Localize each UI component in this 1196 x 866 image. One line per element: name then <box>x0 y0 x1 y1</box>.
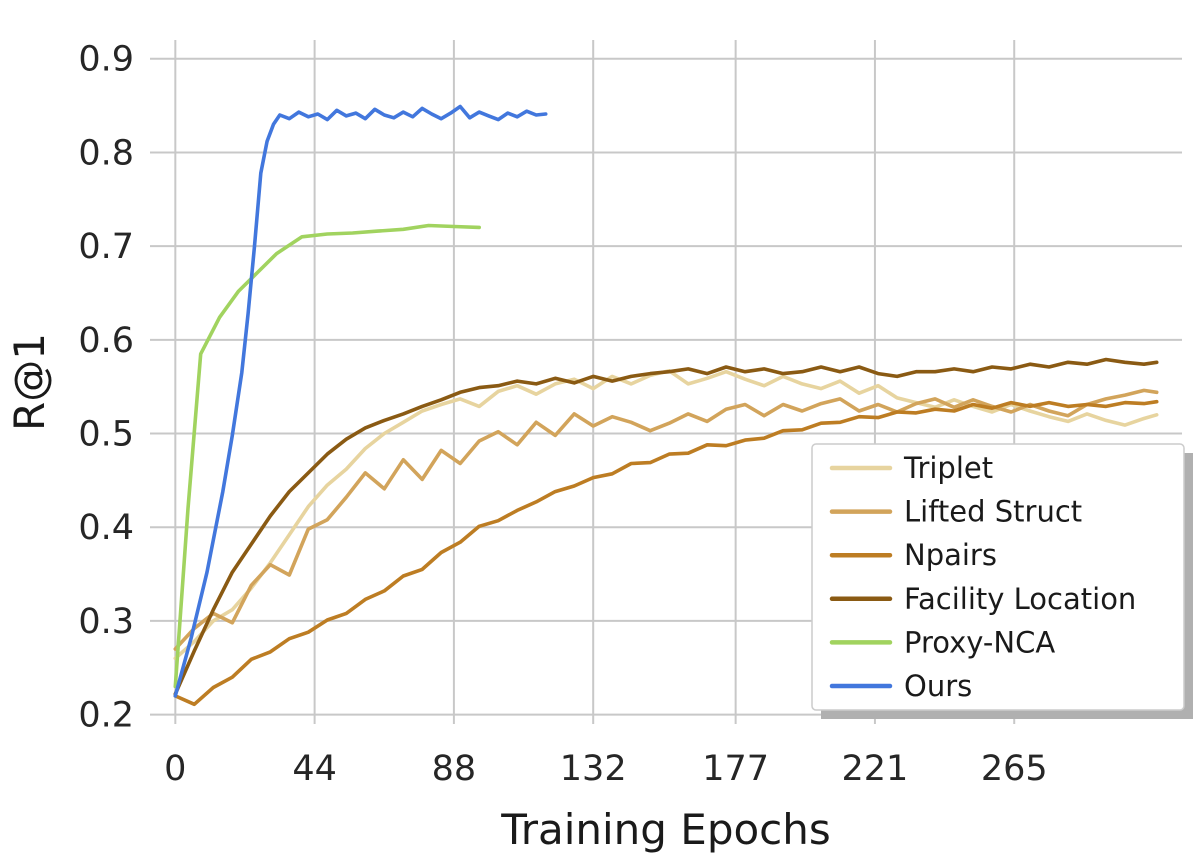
x-tick-label: 44 <box>292 749 337 789</box>
series-line-lifted-struct <box>173 388 1159 651</box>
y-tick-label: 0.6 <box>78 321 134 361</box>
x-tick-label: 0 <box>164 749 186 789</box>
legend-label-lifted-struct: Lifted Struct <box>904 495 1082 529</box>
series-line-proxy-nca <box>173 223 482 689</box>
y-tick-label: 0.7 <box>78 227 134 267</box>
x-tick-label: 221 <box>842 749 909 789</box>
legend-label-ours: Ours <box>904 669 972 703</box>
x-tick-label: 132 <box>560 749 627 789</box>
legend-label-facility-location: Facility Location <box>904 582 1136 616</box>
series-line-npairs <box>173 399 1159 707</box>
legend-label-proxy-nca: Proxy-NCA <box>904 625 1055 659</box>
legend-label-npairs: Npairs <box>904 538 997 572</box>
x-tick-label: 88 <box>432 749 477 789</box>
y-tick-label: 0.2 <box>78 696 134 736</box>
y-tick-label: 0.4 <box>78 508 134 548</box>
series-line-ours <box>173 104 548 698</box>
legend-box <box>811 443 1185 711</box>
x-axis-label: Training Epochs <box>500 805 831 854</box>
x-tick-label: 177 <box>702 749 769 789</box>
legend-label-triplet: Triplet <box>903 451 993 485</box>
x-tick-label: 265 <box>981 749 1048 789</box>
series-line-facility-location <box>173 357 1159 696</box>
y-tick-label: 0.8 <box>78 133 134 173</box>
y-tick-label: 0.3 <box>78 602 134 642</box>
y-axis-label: R@1 <box>5 333 54 431</box>
y-tick-label: 0.5 <box>78 415 134 455</box>
y-tick-label: 0.9 <box>78 40 134 80</box>
